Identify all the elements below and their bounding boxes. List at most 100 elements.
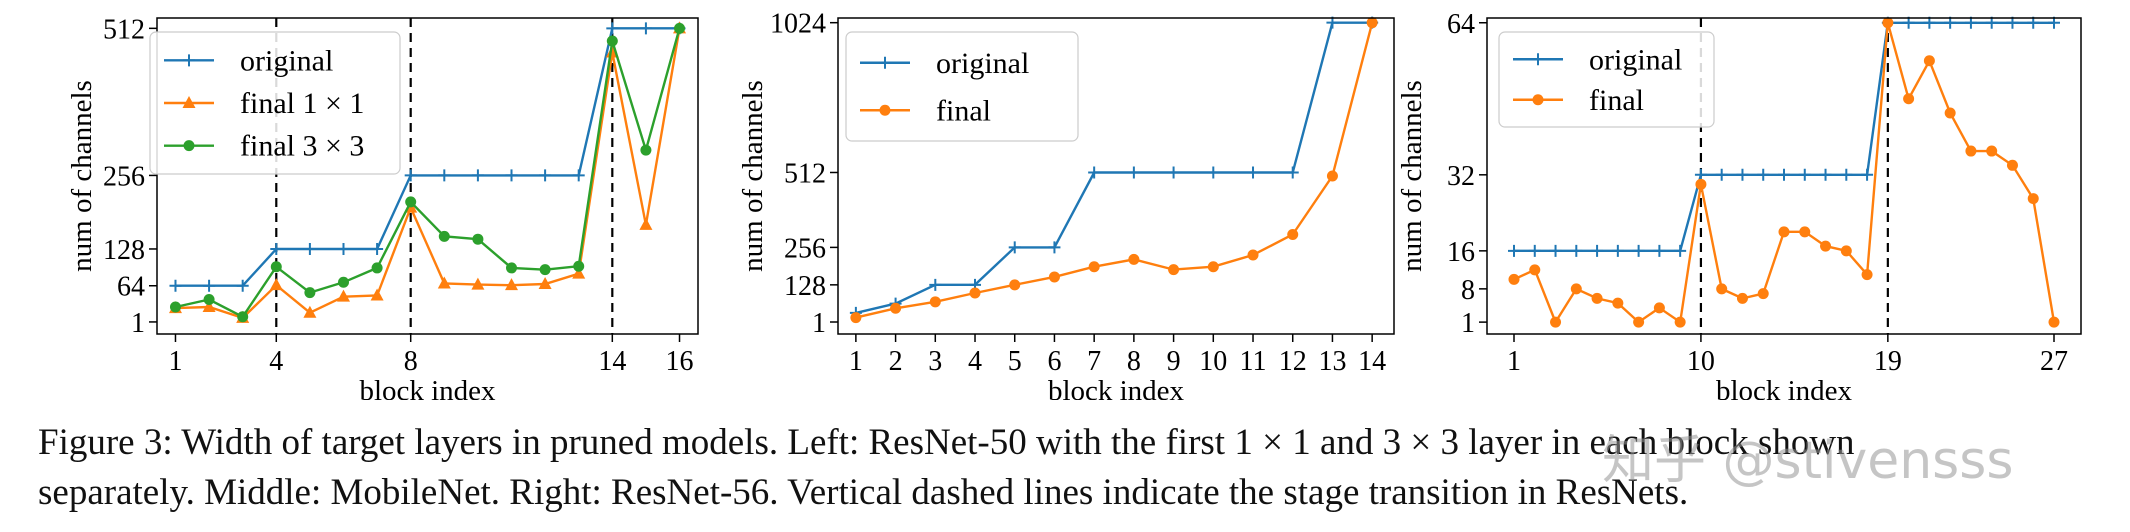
data-point-circle [405,196,417,208]
data-point-circle [169,301,181,313]
data-point-circle [203,294,215,306]
data-point-plus [1048,241,1061,254]
plot-frame [1486,17,2082,335]
data-point-circle [1529,264,1541,276]
data-point-plus [1674,244,1687,257]
data-point-triangle [303,305,317,318]
legend-entry-label: final [936,94,991,127]
data-point-circle [1944,107,1956,119]
caption-line-2: separately. Middle: MobileNet. Right: Re… [38,472,1689,513]
x-tick-label: 12 [1279,346,1307,377]
x-tick-label: 4 [269,346,283,377]
data-point-triangle [269,278,283,291]
x-tick-label: 13 [1318,346,1346,377]
series-line-blue [855,21,1373,315]
legend: original final [845,31,1079,142]
data-point-plus [1611,244,1624,257]
data-point-circle [337,276,349,288]
data-point-plus [1757,168,1770,181]
y-tick-label: 32 [1447,161,1475,192]
data-point-circle [640,144,652,156]
x-tick-label: 8 [1127,346,1141,377]
data-point-circle [1326,170,1338,182]
x-tick-label: 7 [1087,346,1101,377]
x-tick-label: 11 [1240,346,1267,377]
x-axis-label: block index [1048,375,1185,400]
data-point-circle [1923,55,1935,67]
y-tick-label: 512 [103,14,145,45]
plot-frame [156,17,699,335]
data-point-circle [270,261,282,273]
data-point-circle [1048,271,1060,283]
x-tick-label: 8 [404,346,418,377]
data-point-plus [2027,16,2040,29]
data-point-plus [1508,244,1520,257]
x-tick-label: 19 [1874,346,1902,377]
data-point-plus [1632,244,1645,257]
legend-frame [1498,31,1715,128]
legend: original final [1498,31,1715,128]
data-point-plus [438,169,451,182]
legend-entry-label: final 3 × 3 [240,130,364,163]
y-tick-label: 1 [812,308,826,339]
y-tick-label: 1 [1461,308,1475,339]
y-tick-label: 1024 [770,9,826,40]
data-point-circle [1366,17,1378,29]
x-tick-label: 1 [1507,346,1521,377]
x-tick-label: 10 [1199,346,1227,377]
data-point-plus [539,169,552,182]
y-axis-label: num of channels [1396,80,1428,272]
data-point-plus [404,169,417,182]
data-point-plus [1591,244,1604,257]
data-point-circle [1168,264,1180,276]
legend-marker-circle [183,140,195,152]
data-point-circle [1716,283,1728,295]
data-point-circle [1695,178,1707,190]
data-point-plus [2048,16,2060,29]
legend-marker-circle [879,104,891,116]
data-point-plus [606,22,619,35]
data-point-circle [850,312,862,324]
data-point-plus [1088,166,1101,179]
data-point-triangle [538,277,552,290]
data-point-circle [1757,288,1769,300]
data-point-plus [169,279,182,292]
x-tick-label: 4 [968,346,982,377]
legend-frame [845,31,1079,142]
data-point-circle [1674,316,1686,328]
data-point-circle [472,233,484,245]
data-point-circle [1986,145,1998,157]
data-point-circle [573,260,585,272]
data-point-triangle [572,266,586,279]
data-point-plus [1653,244,1666,257]
y-tick-label: 128 [103,235,145,266]
legend-entry-label: final 1 × 1 [240,87,364,120]
x-tick-label: 5 [1008,346,1022,377]
series-line-blue [175,27,680,287]
y-tick-label: 8 [1461,275,1475,306]
data-point-triangle [336,289,350,302]
data-point-plus [203,279,216,292]
data-point-circle [1508,273,1520,285]
data-point-plus [505,169,518,182]
data-point-circle [1965,145,1977,157]
data-point-circle [1840,245,1852,257]
data-point-circle [506,262,518,274]
y-tick-label: 64 [117,272,145,303]
x-axis-label: block index [1716,375,1853,400]
data-point-circle [1820,240,1832,252]
caption-line-1: Figure 3: Width of target layers in prun… [38,422,1855,463]
data-point-circle [1287,229,1299,241]
data-point-circle [1247,249,1259,261]
data-point-triangle [437,276,451,289]
data-point-plus [1985,16,1998,29]
data-point-circle [237,311,249,323]
data-point-plus [1902,16,1915,29]
x-tick-label: 9 [1167,346,1181,377]
y-tick-label: 128 [784,271,826,302]
data-point-circle [890,302,902,314]
data-point-circle [929,296,941,308]
watermark: 知乎 @stivensss [1602,431,2014,491]
